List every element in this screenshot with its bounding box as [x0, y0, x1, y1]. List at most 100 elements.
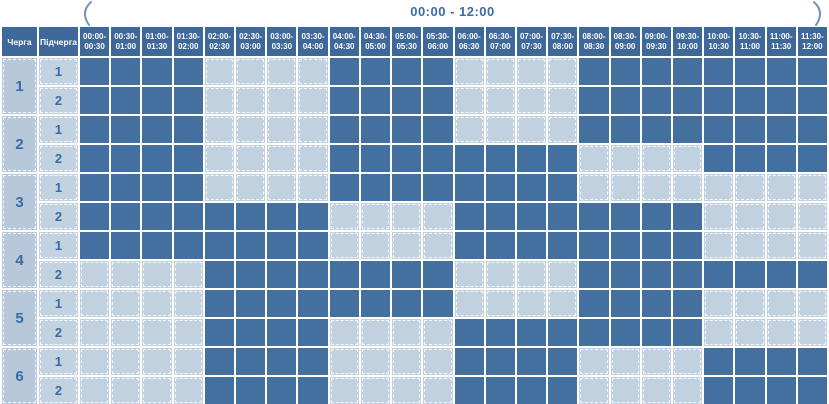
power-on-cell [797, 174, 827, 201]
power-on-cell [236, 58, 266, 85]
outage-cell [579, 87, 609, 114]
outage-cell [173, 58, 203, 85]
outage-cell [423, 58, 453, 85]
outage-cell [610, 261, 640, 288]
power-on-cell [142, 261, 172, 288]
time-slot-header: 00:00- 00:30 [80, 27, 110, 56]
subqueue-label: 2 [39, 203, 78, 230]
outage-cell [704, 87, 734, 114]
outage-cell [516, 377, 547, 404]
outage-cell [548, 319, 578, 346]
outage-cell [204, 348, 235, 375]
power-on-cell [360, 319, 391, 346]
outage-cell [672, 261, 703, 288]
power-on-cell [329, 232, 359, 259]
power-on-cell [735, 174, 765, 201]
schedule-table: Черга Підчерга 00:00- 00:30 00:30- 01:00 01:… [2, 27, 827, 404]
power-on-cell [204, 174, 235, 201]
power-on-cell [454, 116, 484, 143]
power-on-cell [704, 203, 734, 230]
outage-cell [80, 232, 110, 259]
power-on-cell [454, 290, 484, 317]
power-on-cell [329, 377, 359, 404]
power-on-cell [548, 290, 578, 317]
power-on-cell [329, 348, 359, 375]
outage-cell [392, 290, 422, 317]
outage-cell [360, 116, 391, 143]
outage-cell [329, 174, 359, 201]
outage-cell [267, 203, 297, 230]
outage-cell [579, 232, 609, 259]
power-on-cell [548, 58, 578, 85]
outage-cell [329, 290, 359, 317]
power-on-cell [80, 377, 110, 404]
outage-cell [548, 203, 578, 230]
subqueue-label: 1 [39, 174, 78, 201]
outage-cell [548, 145, 578, 172]
power-on-cell [267, 58, 297, 85]
outage-cell [423, 261, 453, 288]
time-slot-header: 09:30- 10:00 [672, 27, 703, 56]
outage-cell [704, 377, 734, 404]
outage-cell [735, 58, 765, 85]
queue-label: 2 [2, 116, 37, 172]
outage-cell [423, 116, 453, 143]
power-on-cell [610, 174, 640, 201]
outage-cell [579, 319, 609, 346]
outage-cell [485, 203, 515, 230]
power-on-cell [548, 87, 578, 114]
power-on-cell [423, 348, 453, 375]
power-on-cell [548, 261, 578, 288]
power-on-cell [111, 377, 141, 404]
outage-cell [672, 319, 703, 346]
power-on-cell [641, 348, 671, 375]
outage-cell [516, 319, 547, 346]
outage-cell [173, 203, 203, 230]
time-slot-header: 09:00- 09:30 [641, 27, 671, 56]
outage-cell [766, 58, 796, 85]
outage-cell [610, 290, 640, 317]
power-on-cell [454, 58, 484, 85]
power-on-cell [766, 290, 796, 317]
outage-cell [704, 145, 734, 172]
outage-cell [267, 377, 297, 404]
power-on-cell [516, 261, 547, 288]
power-on-cell [797, 319, 827, 346]
outage-cell [579, 261, 609, 288]
outage-cell [111, 145, 141, 172]
outage-cell [423, 290, 453, 317]
outage-cell [267, 290, 297, 317]
outage-cell [204, 203, 235, 230]
outage-cell [80, 145, 110, 172]
outage-cell [392, 145, 422, 172]
power-on-cell [267, 174, 297, 201]
power-on-cell [142, 377, 172, 404]
outage-cell [672, 58, 703, 85]
outage-cell [766, 348, 796, 375]
power-on-cell [454, 261, 484, 288]
outage-cell [735, 348, 765, 375]
power-on-cell [111, 348, 141, 375]
outage-cell [610, 319, 640, 346]
outage-cell [797, 145, 827, 172]
power-on-cell [298, 174, 328, 201]
outage-cell [111, 87, 141, 114]
outage-cell [236, 377, 266, 404]
power-on-cell [236, 145, 266, 172]
outage-cell [142, 174, 172, 201]
time-slot-header: 01:30- 02:00 [173, 27, 203, 56]
outage-cell [641, 203, 671, 230]
outage-cell [672, 87, 703, 114]
outage-cell [329, 261, 359, 288]
outage-cell [797, 261, 827, 288]
outage-cell [485, 348, 515, 375]
outage-cell [236, 348, 266, 375]
outage-cell [204, 319, 235, 346]
power-on-cell [641, 377, 671, 404]
power-on-cell [735, 203, 765, 230]
outage-cell [111, 203, 141, 230]
subqueue-label: 1 [39, 58, 78, 85]
power-on-cell [392, 377, 422, 404]
outage-cell [142, 232, 172, 259]
